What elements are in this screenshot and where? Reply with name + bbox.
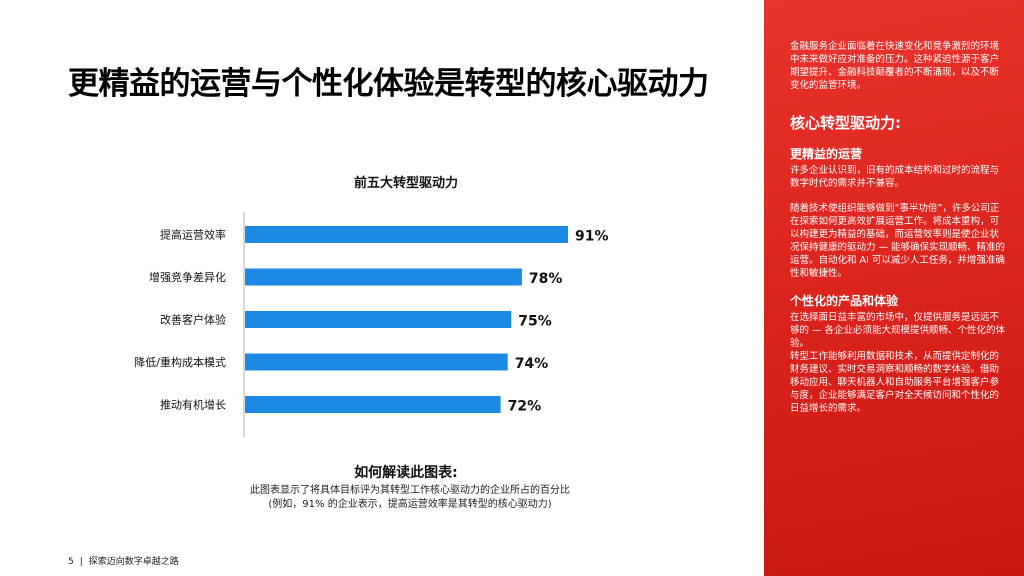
bar bbox=[245, 226, 569, 243]
value-label: 75% bbox=[518, 314, 552, 330]
sidebar-section-1-title: 更精益的运营 bbox=[790, 147, 863, 161]
value-label: 72% bbox=[508, 399, 542, 415]
category-label: 增强竞争差异化 bbox=[149, 270, 226, 284]
bar bbox=[245, 353, 508, 371]
page-number: 5 bbox=[68, 557, 74, 567]
sidebar-section-2-paragraph-1: 在选择面日益丰富的市场中，仅提供服务是远远不够的 — 各企业必须能大规模提供顺畅… bbox=[790, 312, 1006, 349]
bar bbox=[245, 268, 522, 286]
page-title: 更精益的运营与个性化体验是转型的核心驱动力 bbox=[68, 66, 709, 102]
sidebar-section-2-paragraph-2: 转型工作能够利用数据和技术，从而提供定制化的财务建议、实时交易洞察和顺畅的数字体… bbox=[790, 351, 1000, 414]
category-label: 降低/重构成本模式 bbox=[134, 355, 226, 369]
value-label: 78% bbox=[529, 271, 563, 287]
footer-text: 探索迈向数字卓越之路 bbox=[88, 557, 179, 567]
sidebar-section-1-paragraph-2: 随着技术使组织能够做到“事半功倍”，许多公司正在探索如何更高效扩展运营工作。将成… bbox=[790, 203, 1006, 279]
bar bbox=[245, 396, 501, 413]
bar bbox=[245, 311, 512, 328]
chart-explanation-title: 如何解读此图表: bbox=[354, 465, 458, 481]
sidebar-panel: 金融服务企业面临着在快速变化和竞争激烈的环境中未来做好应对准备的压力。这种紧迫性… bbox=[764, 0, 1024, 576]
chart-explanation-line-1: 此图表显示了将具体目标评为其转型工作核心驱动力的企业所占的百分比 bbox=[250, 485, 570, 496]
page-footer: 5 | 探索迈向数字卓越之路 bbox=[68, 554, 179, 567]
chart-title: 前五大转型驱动力 bbox=[353, 176, 458, 191]
footer-separator: | bbox=[79, 557, 83, 567]
sidebar-heading: 核心转型驱动力: bbox=[790, 114, 901, 132]
sidebar-section-2-title: 个性化的产品和体验 bbox=[790, 294, 899, 308]
chart-explanation-line-2: (例如，91% 的企业表示，提高运营效率是其转型的核心驱动力) bbox=[268, 499, 552, 510]
category-label: 提高运营效率 bbox=[160, 228, 226, 242]
sidebar-section-1-paragraph-1: 许多企业认识到，旧有的成本结构和过时的流程与数字时代的需求并不兼容。 bbox=[790, 165, 1000, 189]
bar-chart: 提高运营效率 91% 增强竞争差异化 78% 改善客户体验 75% 降低/重构成本模式 74%… bbox=[134, 212, 609, 437]
category-label: 改善客户体验 bbox=[160, 313, 226, 327]
value-label: 74% bbox=[515, 356, 549, 372]
value-label: 91% bbox=[575, 229, 609, 245]
sidebar-intro: 金融服务企业面临着在快速变化和竞争激烈的环境中未来做好应对准备的压力。这种紧迫性… bbox=[790, 41, 1000, 91]
category-label: 推动有机增长 bbox=[160, 398, 226, 412]
